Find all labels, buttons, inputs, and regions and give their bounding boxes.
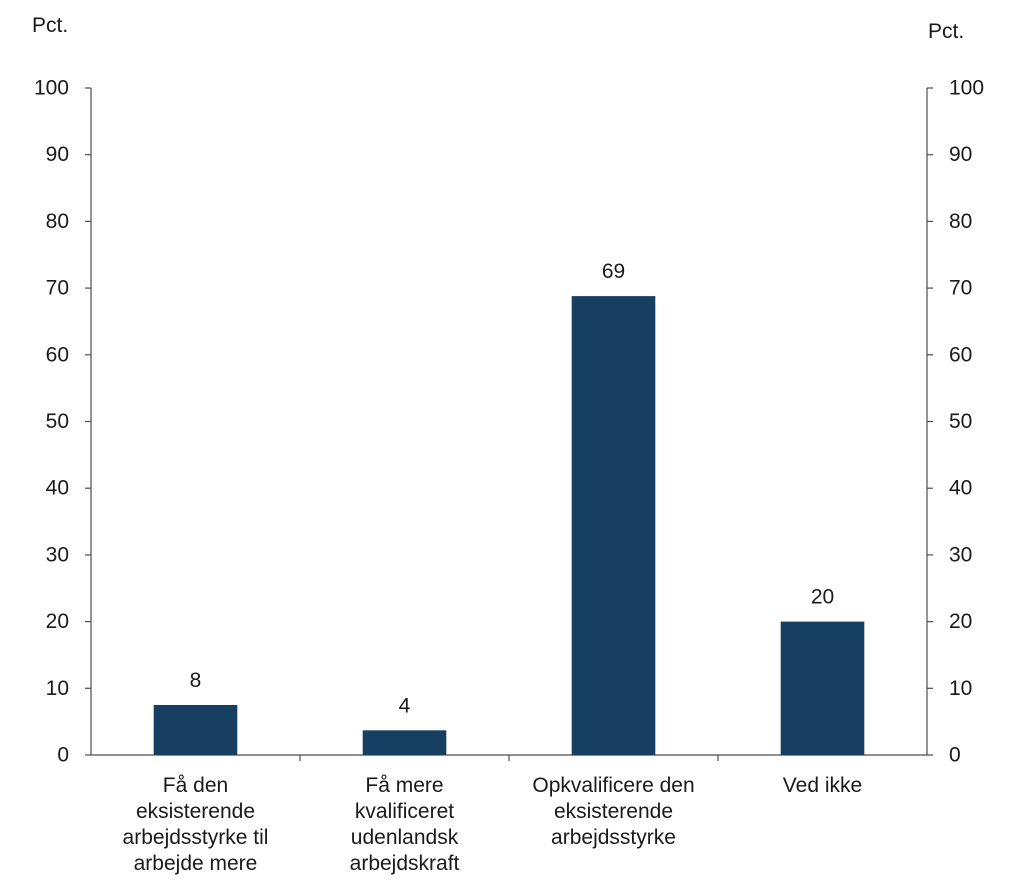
category-label-line: Få mere	[365, 774, 443, 797]
right-tick-label: 70	[949, 277, 972, 300]
bar	[571, 296, 656, 755]
axis-ticks: 0 0 10 10 20 20 30 30 40 40 50 50 60 60 70 70 80 80 90 90 10…	[34, 77, 984, 767]
category-label: Ved ikke	[783, 774, 862, 797]
left-tick-label: 50	[46, 410, 69, 433]
right-axis-unit-label: Pct.	[928, 20, 964, 43]
right-tick-label: 50	[949, 410, 972, 433]
category-label-line: udenlandsk	[351, 826, 459, 849]
left-tick-label: 10	[46, 677, 69, 700]
right-tick-label: 30	[949, 543, 972, 566]
category-label-line: Ved ikke	[783, 774, 862, 797]
category-label-line: arbejdsstyrke til	[123, 826, 269, 849]
right-tick-label: 80	[949, 210, 972, 233]
category-label-line: eksisterende	[136, 800, 255, 823]
left-axis-unit-label: Pct.	[32, 14, 68, 37]
category-label-line: Opkvalificere den	[532, 774, 694, 797]
bar	[362, 730, 447, 755]
bar-value-label: 8	[190, 669, 202, 692]
right-tick-label: 0	[949, 744, 961, 767]
left-tick-label: 90	[46, 143, 69, 166]
category-label: Opkvalificere den eksisterende arbejdsstyr…	[532, 774, 694, 849]
left-tick-label: 20	[46, 610, 69, 633]
right-tick-label: 10	[949, 677, 972, 700]
left-tick-label: 0	[57, 744, 69, 767]
right-tick-label: 100	[949, 77, 984, 100]
right-tick-label: 20	[949, 610, 972, 633]
category-label-line: Få den	[163, 774, 228, 797]
right-tick-label: 60	[949, 343, 972, 366]
category-label-line: kvalificeret	[355, 800, 454, 823]
right-tick-label: 40	[949, 477, 972, 500]
right-tick-label: 90	[949, 143, 972, 166]
category-label-line: arbejdsstyrke	[551, 826, 676, 849]
category-label: Få mere kvalificeret udenlandsk arbejdskraf…	[350, 774, 460, 875]
bar	[780, 621, 865, 755]
bar-value-label: 20	[811, 586, 834, 609]
bars	[153, 296, 865, 755]
bar	[153, 704, 238, 755]
left-tick-label: 40	[46, 477, 69, 500]
category-label-line: arbejdskraft	[350, 852, 460, 875]
bar-value-label: 4	[399, 694, 411, 717]
bar-value-label: 69	[602, 260, 625, 283]
left-tick-label: 30	[46, 543, 69, 566]
left-tick-label: 70	[46, 277, 69, 300]
left-tick-label: 100	[34, 77, 69, 100]
left-tick-label: 80	[46, 210, 69, 233]
category-label: Få den eksisterende arbejdsstyrke til arbej…	[123, 774, 269, 875]
category-labels: Få den eksisterende arbejdsstyrke til arbej…	[123, 774, 863, 875]
category-label-line: arbejde mere	[134, 852, 258, 875]
left-tick-label: 60	[46, 343, 69, 366]
value-labels: 8 4 69 20	[190, 260, 835, 717]
category-label-line: eksisterende	[554, 800, 673, 823]
